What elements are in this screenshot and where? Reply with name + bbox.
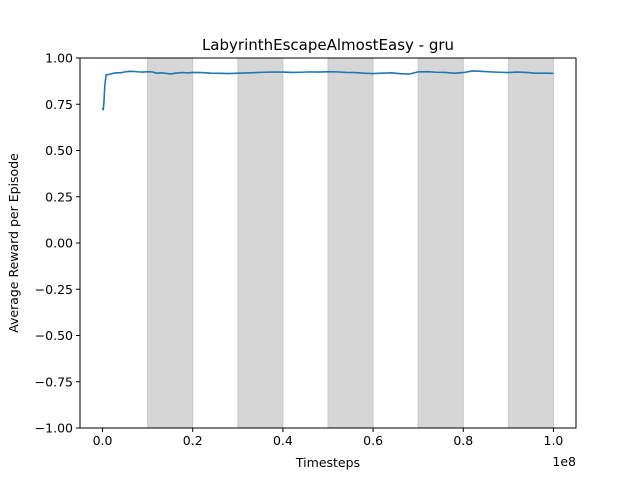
y-tick-label: −0.75	[35, 374, 73, 389]
shaded-regions	[147, 57, 554, 429]
series-line-1	[101, 70, 554, 111]
shaded-region-2	[237, 57, 284, 429]
y-axis-ticks: −1.00 −0.75 −0.50 −0.25 0.00 0.25 0.50 0.75 1.00	[35, 51, 80, 436]
shaded-region-5	[507, 57, 554, 429]
shaded-region-3	[327, 57, 374, 429]
y-tick-label: −0.25	[35, 282, 73, 297]
y-tick-label: 0.50	[45, 143, 73, 158]
x-tick-label: 1.0	[544, 433, 564, 448]
shaded-region-4	[417, 57, 464, 429]
x-tick-label: 0.4	[273, 433, 293, 448]
y-tick-label: −0.50	[35, 328, 73, 343]
x-tick-label: 0.2	[183, 433, 203, 448]
y-axis-label: Average Reward per Episode	[6, 153, 21, 333]
y-tick-label: 0.75	[45, 97, 73, 112]
shaded-region-1	[147, 57, 194, 429]
x-axis-ticks: 0.0 0.2 0.4 0.6 0.8 1.0	[93, 428, 564, 448]
x-tick-label: 0.6	[363, 433, 383, 448]
x-scale-offset-label: 1e8	[552, 454, 576, 469]
x-tick-label: 0.0	[93, 433, 113, 448]
y-tick-label: 1.00	[45, 51, 73, 66]
series-lines	[101, 70, 554, 111]
plot-area	[79, 57, 577, 429]
y-tick-label: 0.25	[45, 189, 73, 204]
x-axis-label: Timesteps	[295, 455, 360, 470]
y-tick-label: 0.00	[45, 236, 73, 251]
y-tick-label: −1.00	[35, 421, 73, 436]
chart-title: LabyrinthEscapeAlmostEasy - gru	[202, 36, 454, 54]
x-tick-label: 0.8	[453, 433, 473, 448]
